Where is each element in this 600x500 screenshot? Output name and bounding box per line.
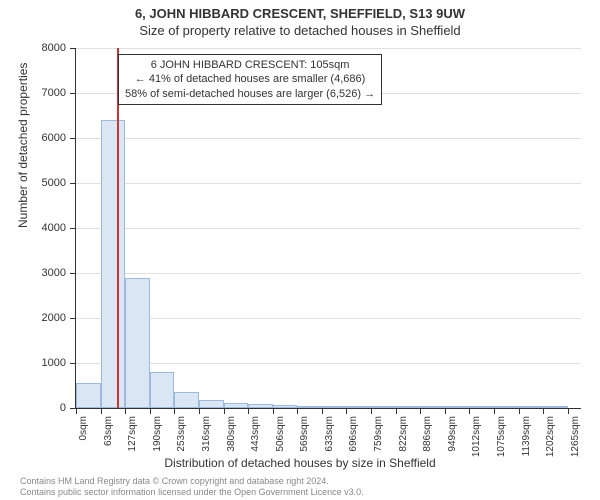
x-tick-label: 127sqm bbox=[127, 416, 138, 452]
x-tick-label: 569sqm bbox=[299, 416, 310, 452]
x-tick bbox=[101, 408, 102, 414]
x-tick bbox=[76, 408, 77, 414]
x-tick bbox=[543, 408, 544, 414]
y-tick-label: 1000 bbox=[42, 357, 66, 369]
x-tick-label: 253sqm bbox=[176, 416, 187, 452]
grid-line bbox=[76, 48, 581, 49]
x-tick bbox=[322, 408, 323, 414]
histogram-bar bbox=[396, 406, 421, 408]
x-tick-label: 1012sqm bbox=[471, 416, 482, 457]
y-tick bbox=[70, 228, 76, 229]
y-tick-label: 6000 bbox=[42, 132, 66, 144]
histogram-bar bbox=[519, 406, 544, 408]
y-tick bbox=[70, 93, 76, 94]
y-tick-label: 2000 bbox=[42, 312, 66, 324]
x-tick-label: 759sqm bbox=[373, 416, 384, 452]
histogram-bar bbox=[199, 400, 224, 408]
x-tick bbox=[125, 408, 126, 414]
x-axis-title: Distribution of detached houses by size … bbox=[0, 456, 600, 470]
y-tick-label: 3000 bbox=[42, 267, 66, 279]
x-tick bbox=[371, 408, 372, 414]
x-tick-label: 63sqm bbox=[103, 416, 114, 446]
x-tick-label: 190sqm bbox=[152, 416, 163, 452]
footer-line-1: Contains HM Land Registry data © Crown c… bbox=[20, 476, 580, 487]
grid-line bbox=[76, 318, 581, 319]
title-line-2: Size of property relative to detached ho… bbox=[0, 21, 600, 38]
histogram-bar bbox=[494, 406, 519, 408]
x-tick-label: 696sqm bbox=[348, 416, 359, 452]
title-line-1: 6, JOHN HIBBARD CRESCENT, SHEFFIELD, S13… bbox=[0, 0, 600, 21]
x-tick bbox=[273, 408, 274, 414]
histogram-bar bbox=[297, 406, 322, 408]
x-tick bbox=[568, 408, 569, 414]
x-tick bbox=[346, 408, 347, 414]
x-tick-label: 949sqm bbox=[447, 416, 458, 452]
histogram-bar bbox=[469, 406, 494, 408]
y-tick bbox=[70, 48, 76, 49]
grid-line bbox=[76, 183, 581, 184]
x-tick bbox=[150, 408, 151, 414]
y-tick-label: 7000 bbox=[42, 87, 66, 99]
y-tick-label: 0 bbox=[60, 402, 66, 414]
histogram-bar bbox=[445, 406, 470, 408]
x-tick bbox=[396, 408, 397, 414]
x-tick-label: 633sqm bbox=[324, 416, 335, 452]
y-tick bbox=[70, 138, 76, 139]
x-tick-label: 1139sqm bbox=[521, 416, 532, 456]
histogram-bar bbox=[174, 392, 199, 408]
histogram-bar bbox=[346, 406, 371, 408]
histogram-bar bbox=[371, 406, 396, 408]
x-tick bbox=[494, 408, 495, 414]
annotation-line: ← 41% of detached houses are smaller (4,… bbox=[125, 72, 375, 86]
footer-line-2: Contains public sector information licen… bbox=[20, 487, 580, 498]
x-tick-label: 1202sqm bbox=[545, 416, 556, 457]
x-tick-label: 316sqm bbox=[201, 416, 212, 452]
histogram-bar bbox=[125, 278, 150, 409]
histogram-bar bbox=[248, 404, 273, 408]
histogram-bar bbox=[420, 406, 445, 408]
x-tick-label: 1265sqm bbox=[570, 416, 581, 457]
x-tick bbox=[519, 408, 520, 414]
grid-line bbox=[76, 363, 581, 364]
y-tick bbox=[70, 318, 76, 319]
histogram-bar bbox=[150, 372, 175, 408]
y-tick bbox=[70, 273, 76, 274]
y-tick bbox=[70, 183, 76, 184]
x-tick bbox=[248, 408, 249, 414]
histogram-bar bbox=[273, 405, 298, 408]
x-tick bbox=[469, 408, 470, 414]
x-tick-label: 822sqm bbox=[398, 416, 409, 452]
x-tick-label: 1075sqm bbox=[496, 416, 507, 457]
chart-container: 6, JOHN HIBBARD CRESCENT, SHEFFIELD, S13… bbox=[0, 0, 600, 500]
y-axis-title: Number of detached properties bbox=[16, 63, 30, 228]
y-tick bbox=[70, 363, 76, 364]
x-tick bbox=[224, 408, 225, 414]
y-tick-label: 5000 bbox=[42, 177, 66, 189]
x-tick bbox=[420, 408, 421, 414]
histogram-bar bbox=[322, 406, 347, 408]
footer: Contains HM Land Registry data © Crown c… bbox=[20, 476, 580, 499]
histogram-bar bbox=[543, 406, 568, 408]
histogram-bar bbox=[101, 120, 126, 408]
grid-line bbox=[76, 273, 581, 274]
x-tick-label: 443sqm bbox=[250, 416, 261, 452]
grid-line bbox=[76, 138, 581, 139]
grid-line bbox=[76, 228, 581, 229]
plot-area: 0100020003000400050006000700080000sqm63s… bbox=[75, 48, 581, 409]
x-tick-label: 886sqm bbox=[422, 416, 433, 452]
x-tick-label: 506sqm bbox=[275, 416, 286, 452]
annotation-line: 6 JOHN HIBBARD CRESCENT: 105sqm bbox=[125, 58, 375, 72]
x-tick bbox=[199, 408, 200, 414]
annotation-box: 6 JOHN HIBBARD CRESCENT: 105sqm ← 41% of… bbox=[118, 54, 382, 105]
annotation-line: 58% of semi-detached houses are larger (… bbox=[125, 87, 375, 101]
y-tick-label: 4000 bbox=[42, 222, 66, 234]
x-tick-label: 380sqm bbox=[226, 416, 237, 452]
histogram-bar bbox=[224, 403, 249, 408]
x-tick bbox=[445, 408, 446, 414]
x-tick bbox=[297, 408, 298, 414]
x-tick bbox=[174, 408, 175, 414]
histogram-bar bbox=[76, 383, 101, 408]
y-tick-label: 8000 bbox=[42, 42, 66, 54]
x-tick-label: 0sqm bbox=[78, 416, 89, 440]
